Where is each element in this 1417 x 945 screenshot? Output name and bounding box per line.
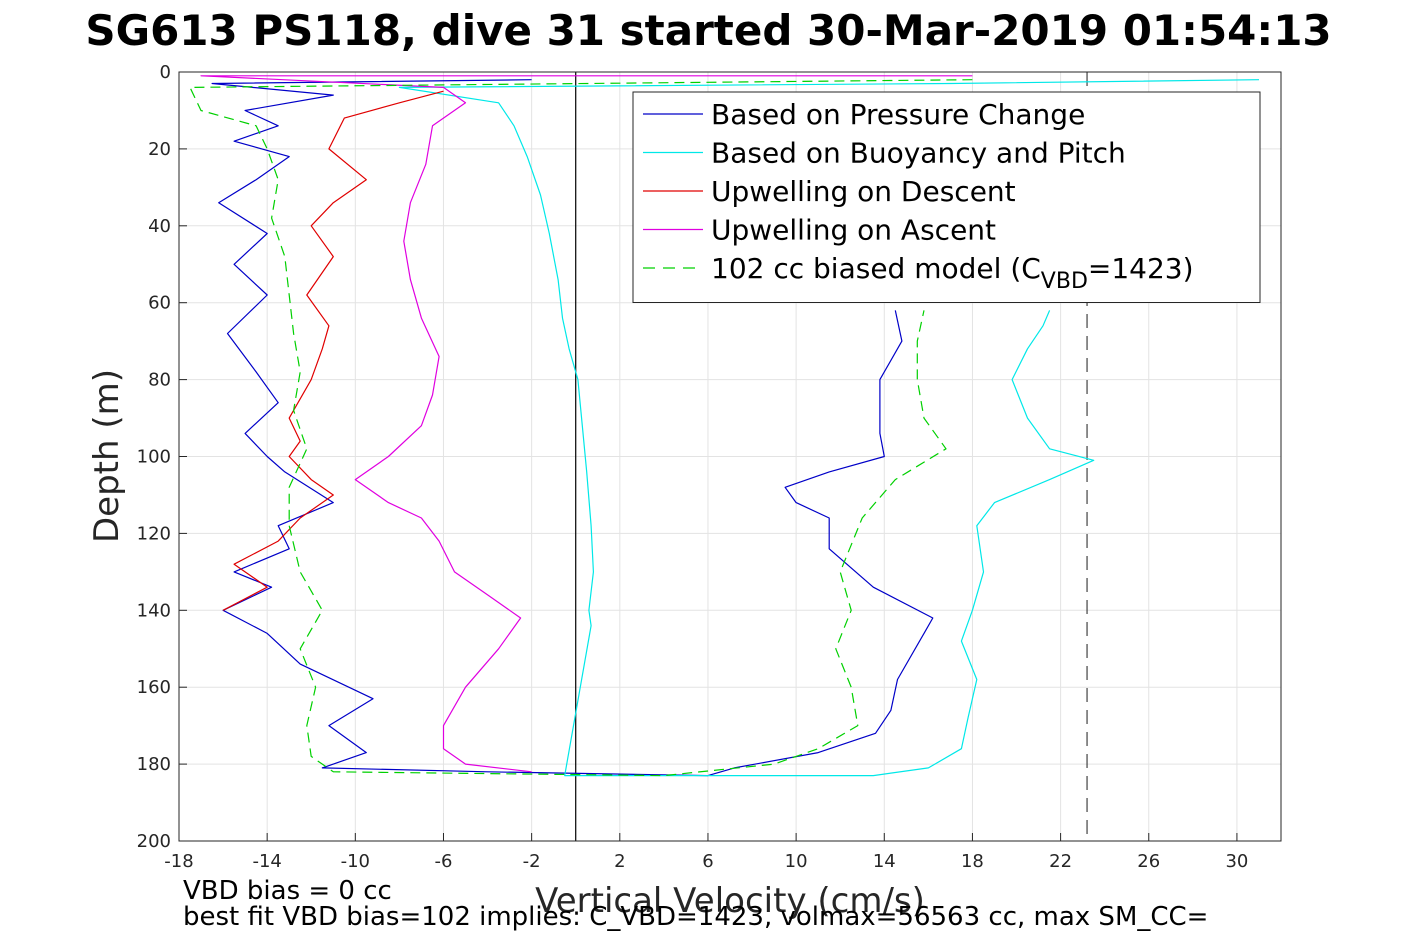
- x-tick-label: 22: [1049, 851, 1072, 872]
- legend-label: 102 cc biased model (CVBD=1423): [711, 252, 1194, 294]
- y-axis-label: Depth (m): [87, 369, 127, 543]
- x-axis-label: Vertical Velocity (cm/s): [535, 881, 925, 921]
- x-tick-label: 2: [614, 851, 625, 872]
- series-line-4: [200, 75, 973, 773]
- legend-label: Based on Pressure Change: [711, 98, 1085, 131]
- x-tick-label: -18: [164, 851, 193, 872]
- series-line-3: [222, 90, 444, 611]
- x-tick-label: 30: [1225, 851, 1248, 872]
- y-tick-label: 60: [148, 293, 171, 314]
- plot-area: [189, 75, 1260, 777]
- x-tick-label: 14: [873, 851, 896, 872]
- x-tick-label: 26: [1137, 851, 1160, 872]
- x-tick-label: 6: [702, 851, 713, 872]
- x-tick-label: -10: [341, 851, 370, 872]
- y-tick-label: 160: [137, 677, 171, 698]
- y-tick-label: 20: [148, 139, 171, 160]
- footer-best-fit: best fit VBD bias=102 implies: C_VBD=142…: [183, 902, 1209, 932]
- y-tick-label: 200: [137, 831, 171, 852]
- legend: Based on Pressure Change Based on Buoyanc…: [632, 91, 1261, 303]
- y-tick-label: 80: [148, 370, 171, 391]
- footer-vbd-bias: VBD bias = 0 cc: [183, 876, 392, 906]
- y-tick-label: 180: [137, 754, 171, 775]
- y-tick-label: 140: [137, 600, 171, 621]
- y-tick-label: 100: [137, 447, 171, 468]
- x-tick-label: -14: [252, 851, 281, 872]
- legend-label: Based on Buoyancy and Pitch: [711, 137, 1126, 170]
- series-line-1: [211, 79, 934, 777]
- legend-label: Upwelling on Ascent: [711, 214, 996, 247]
- y-tick-label: 40: [148, 216, 171, 237]
- x-tick-label: -6: [435, 851, 453, 872]
- series-line-2: [398, 79, 1260, 777]
- legend-label: Upwelling on Descent: [711, 175, 1016, 208]
- legend-box: [632, 91, 1261, 303]
- series-line-5: [189, 79, 973, 777]
- x-tick-label: 18: [961, 851, 984, 872]
- x-tick-label: 10: [785, 851, 808, 872]
- x-tick-label: -2: [523, 851, 541, 872]
- y-tick-label: 0: [160, 62, 171, 83]
- y-tick-label: 120: [137, 523, 171, 544]
- tick-labels: -18 -14 -10 -6 -2 2 6 10 14 18 22 26 300204060801001…: [137, 62, 1249, 872]
- chart-title: SG613 PS118, dive 31 started 30-Mar-2019…: [85, 6, 1332, 55]
